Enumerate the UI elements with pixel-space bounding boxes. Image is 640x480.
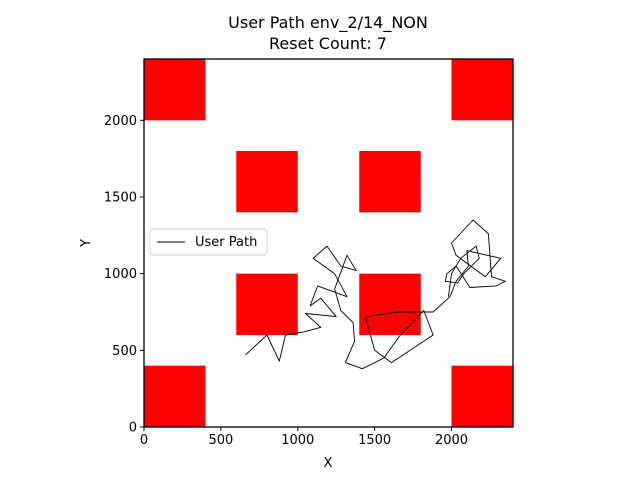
obstacle-rect-2 (451, 59, 513, 121)
y-tick-label: 1500 (104, 191, 137, 206)
legend-label-user-path: User Path (195, 235, 257, 250)
series-layer (245, 219, 506, 370)
x-tick-label: 0 (140, 433, 148, 448)
obstacle-rect-5 (236, 273, 298, 335)
obstacle-rect-6 (359, 273, 421, 335)
legend-box (149, 228, 268, 256)
x-tick-label: 1500 (358, 433, 391, 448)
y-tick-label: 0 (129, 421, 137, 436)
x-tick-label: 2000 (435, 433, 468, 448)
legend: User Path (149, 228, 268, 256)
obstacle-rect-3 (236, 151, 298, 213)
y-axis: 0 500 1000 1500 2000 (104, 114, 144, 436)
y-axis-label: Y (79, 239, 94, 248)
y-tick-label: 500 (112, 344, 137, 359)
obstacle-rect-8 (451, 365, 513, 427)
obstacle-rect-4 (359, 151, 421, 213)
y-tick-label: 1000 (104, 267, 137, 282)
x-axis: 0 500 1000 1500 2000 (140, 427, 468, 448)
x-tick-label: 500 (208, 433, 233, 448)
obstacle-rect-1 (144, 59, 206, 121)
plot-frame (143, 58, 514, 428)
obstacle-layer (144, 59, 513, 427)
chart-title: User Path env_2/14_NON (228, 13, 428, 33)
obstacle-rect-7 (144, 365, 206, 427)
x-tick-label: 1000 (281, 433, 314, 448)
chart-subtitle: Reset Count: 7 (269, 34, 387, 53)
series-line-user-path (245, 219, 506, 370)
y-tick-label: 2000 (104, 114, 137, 129)
x-axis-label: X (324, 456, 333, 471)
